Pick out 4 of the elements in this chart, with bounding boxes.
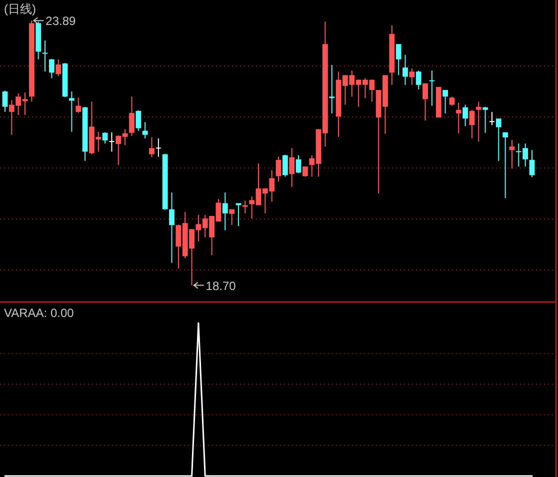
chart-title: (日线) xyxy=(4,2,36,16)
chart-title: VARAA: 0.00 xyxy=(4,306,74,320)
annotation: 18.70 xyxy=(206,278,236,293)
annotation: 23.89 xyxy=(46,14,76,28)
